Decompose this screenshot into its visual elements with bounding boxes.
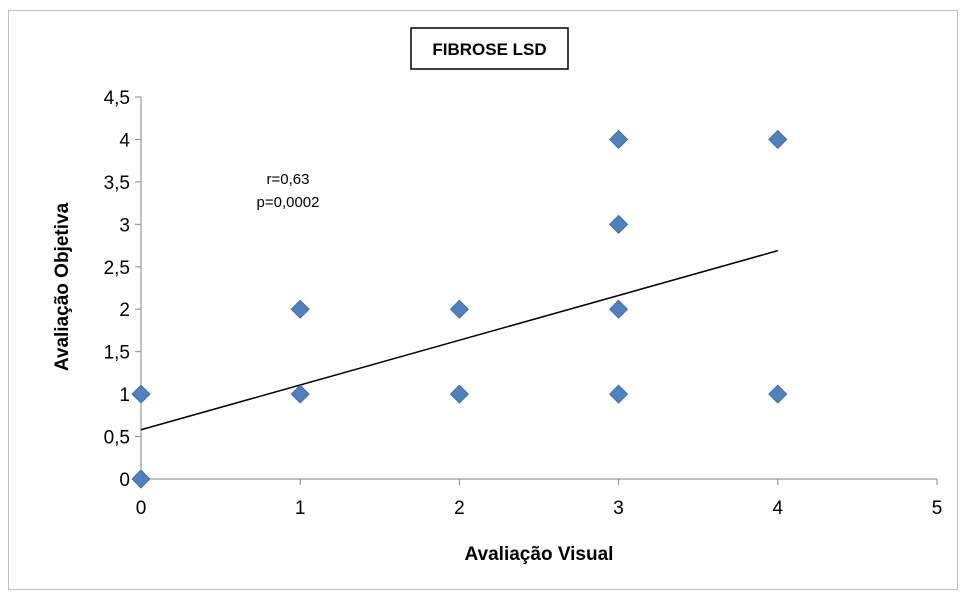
x-tick-label: 1: [295, 498, 306, 519]
x-tick-label: 4: [773, 498, 784, 519]
y-axis-tick-labels: 0 0,5 1 1,5 2 2,5 3 3,5 4 4,5: [104, 88, 131, 491]
x-tick-label: 3: [613, 498, 624, 519]
scatter-point: [768, 129, 788, 150]
y-tick-label: 3: [119, 215, 130, 236]
scatter-point: [290, 299, 310, 319]
x-axis-ticks: [140, 479, 938, 485]
y-tick-label: 1,5: [104, 343, 130, 364]
y-tick-label: 4,5: [104, 88, 130, 109]
scatter-point: [290, 384, 310, 404]
trendline: [140, 249, 779, 431]
x-tick-label: 0: [136, 498, 147, 519]
scatter-point: [449, 299, 469, 319]
scatter-point: [609, 129, 629, 150]
x-axis-title: Avaliação Visual: [465, 544, 614, 565]
x-tick-label: 5: [932, 498, 943, 519]
data-points: [131, 129, 788, 489]
x-axis-tick-labels: 0 1 2 3 4 5: [136, 498, 943, 519]
y-tick-label: 3,5: [104, 173, 130, 194]
y-axis-ticks: [135, 96, 141, 480]
scatter-point: [768, 384, 788, 404]
y-tick-label: 0: [119, 470, 130, 491]
scatter-point: [449, 384, 469, 404]
y-tick-label: 1: [119, 385, 130, 406]
y-tick-label: 4: [119, 130, 130, 151]
scatter-point: [609, 299, 629, 319]
x-tick-label: 2: [454, 498, 465, 519]
chart-title: FIBROSE LSD: [432, 40, 546, 59]
chart-frame: [8, 10, 958, 590]
y-axis-title: Avaliação Objetiva: [52, 202, 73, 371]
annotation-p: p=0,0002: [257, 194, 320, 211]
scatter-point: [131, 469, 151, 489]
scatter-point: [131, 384, 151, 404]
chart-title-box: [410, 27, 569, 70]
annotation-r: r=0,63: [267, 171, 310, 188]
scatter-point: [609, 214, 629, 234]
y-tick-label: 0,5: [104, 428, 130, 449]
y-tick-label: 2,5: [104, 258, 130, 279]
y-tick-label: 2: [119, 300, 130, 321]
scatter-point: [609, 384, 629, 404]
